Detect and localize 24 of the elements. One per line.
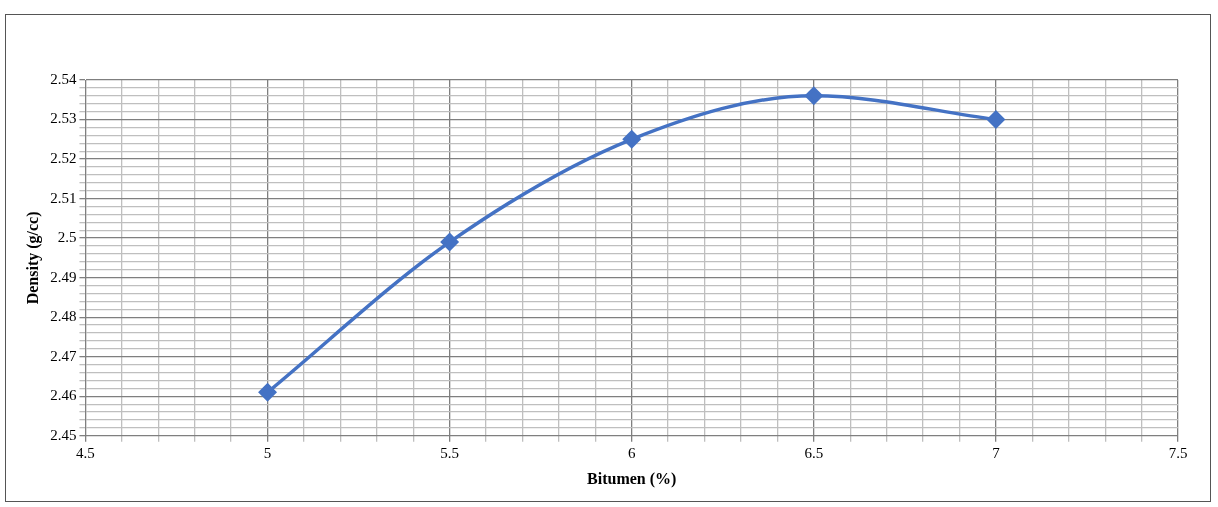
x-tick-label: 4.5 (76, 444, 95, 461)
y-tick-label: 2.45 (50, 426, 77, 443)
x-tick-label: 6 (627, 444, 636, 461)
x-tick-label: 5.5 (440, 444, 460, 461)
point (987, 110, 1005, 129)
point (805, 87, 823, 105)
point (440, 233, 459, 251)
x-tick-label: 7 (992, 444, 1001, 461)
y-tick-label: 2.54 (50, 70, 77, 87)
x-tick-label: 5 (263, 444, 272, 461)
x-tick-label: 7.5 (1168, 444, 1188, 461)
y-tick-label: 2.51 (50, 189, 77, 206)
y-axis-title: Density (g/cc) (23, 211, 42, 305)
y-tick-label: 2.48 (50, 308, 77, 325)
y-tick-label: 2.5 (57, 229, 77, 246)
y-tick-label: 2.46 (50, 387, 77, 404)
y-tick-label: 2.53 (50, 110, 77, 127)
x-axis-title: Bitumen (%) (587, 469, 677, 488)
y-tick-label: 2.52 (50, 150, 77, 166)
point (622, 130, 641, 149)
x-tick-label: 6.5 (804, 444, 824, 461)
y-tick-label: 2.49 (50, 268, 77, 285)
y-tick-label: 2.47 (50, 347, 77, 364)
point (258, 383, 277, 402)
